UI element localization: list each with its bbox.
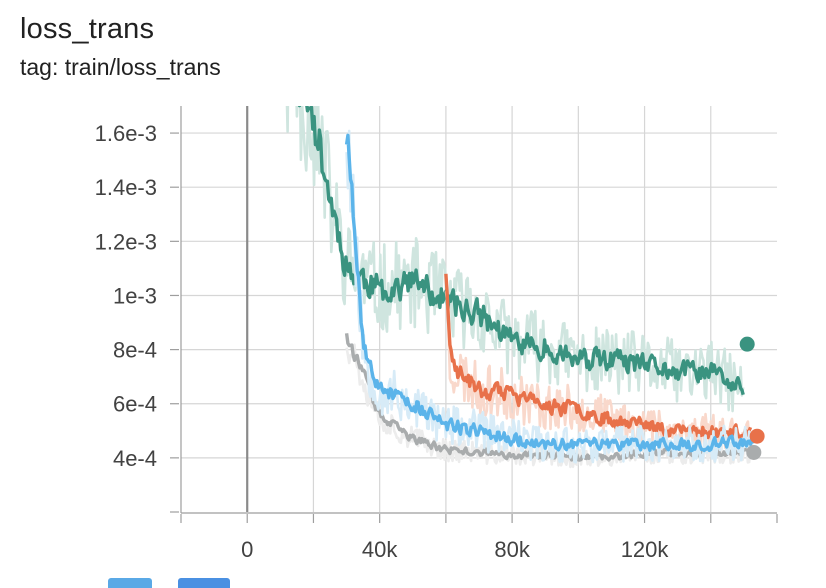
y-tick-label: 1e-3 [113,283,157,308]
x-tick-label: 0 [241,537,253,562]
y-tick-label: 4e-4 [113,446,157,471]
x-tick-label: 40k [362,537,398,562]
y-tick-label: 1.2e-3 [95,229,157,254]
legend-swatch-blue[interactable] [178,578,230,588]
y-tick-label: 1.4e-3 [95,175,157,200]
y-tick-label: 6e-4 [113,392,157,417]
x-tick-label: 80k [494,537,530,562]
y-tick-label: 1.6e-3 [95,121,157,146]
x-tick-label: 120k [621,537,670,562]
run-gray-end-marker[interactable] [746,445,761,460]
run-green-end-marker[interactable] [740,337,755,352]
legend-swatch-light-blue[interactable] [108,578,152,588]
y-tick-label: 8e-4 [113,338,157,363]
run-orange-end-marker[interactable] [750,429,765,444]
